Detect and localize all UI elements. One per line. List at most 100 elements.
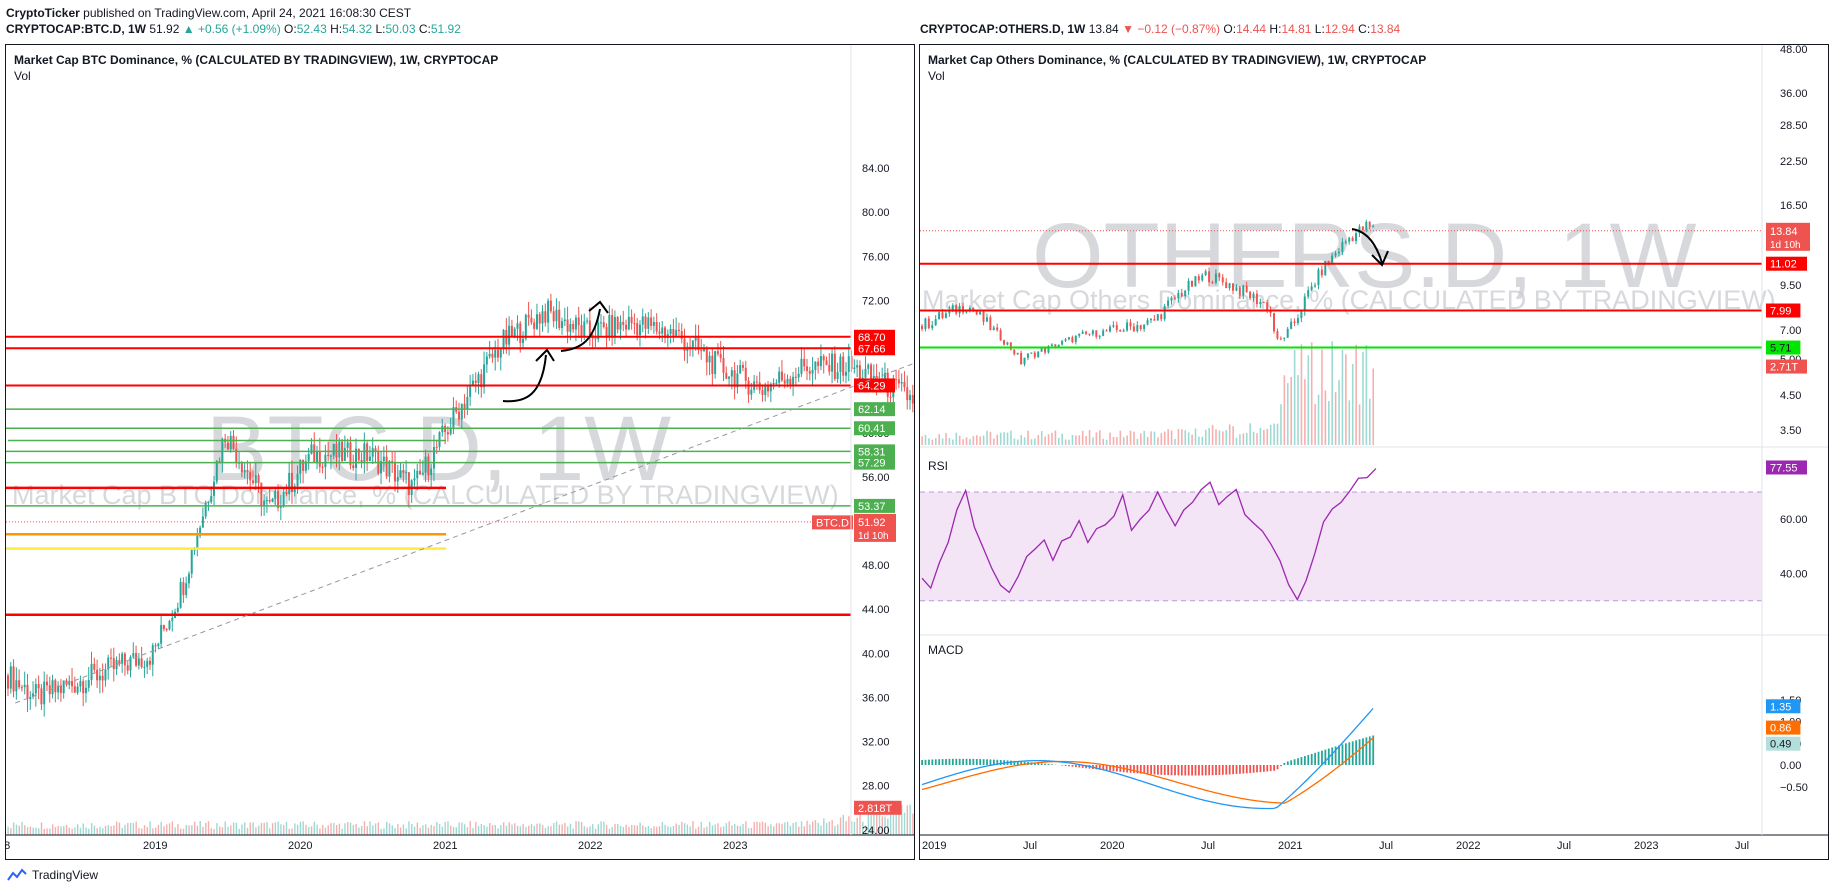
btc-volume-bar [589, 826, 591, 835]
author-name[interactable]: CryptoTicker [6, 6, 80, 20]
btc-volume-bar [277, 821, 279, 835]
others-candle-body [1108, 326, 1111, 332]
macd-histogram-bar [979, 759, 982, 765]
others-price-axis[interactable]: 48.0036.0028.5022.5016.5013.009.507.005.… [1780, 45, 1808, 794]
btc-volume-bar [466, 827, 469, 835]
btc-candle-body [132, 653, 135, 657]
btc-volume-bar [110, 826, 112, 835]
btc-candle-body [79, 681, 82, 687]
btc-volume-bar [575, 821, 577, 835]
btc-chart-canvas[interactable]: BTC.D, 1W Market Cap BTC Dominance, % (C… [6, 45, 914, 859]
btc-volume-bar [550, 826, 552, 835]
btc-candle-body [513, 328, 516, 338]
macd-histogram-bar [1037, 762, 1040, 765]
others-candle-body [1143, 324, 1146, 330]
btc-candle-body [62, 680, 65, 694]
btc-candle-body [296, 473, 299, 487]
others-candle-body [1269, 309, 1272, 314]
others-candle-body [996, 327, 999, 331]
btc-candle-body [719, 353, 722, 359]
btc-candle-body [780, 371, 783, 381]
macd-histogram-bar [1321, 750, 1323, 765]
btc-dominance-chart[interactable]: BTC.D, 1W Market Cap BTC Dominance, % (C… [5, 44, 915, 860]
btc-volume-bar [49, 828, 51, 835]
others-horizontal-levels[interactable] [920, 230, 1762, 349]
btc-candle-body [535, 314, 538, 329]
btc-time-axis[interactable]: 18 2019 2020 2021 2022 2023 [6, 834, 914, 852]
btc-candle-body [895, 379, 898, 381]
btc-volume-bar [308, 826, 310, 835]
macd-histogram-bar [1221, 765, 1224, 775]
btc-volume-bar [697, 826, 700, 835]
others-volume-bar [1232, 426, 1234, 445]
btc-volume-bar [210, 828, 213, 835]
btc-volume-bar [566, 826, 569, 835]
tradingview-footer[interactable]: TradingView [6, 868, 98, 882]
btc-candle-body [240, 462, 243, 473]
rsi-value-tag: 77.55 [1770, 462, 1798, 474]
btc-volume-bar [458, 822, 460, 835]
btc-volume-bar [63, 826, 65, 835]
btc-symbol-tag-bg [812, 515, 853, 530]
macd-histogram-bar [992, 759, 995, 765]
others-volume-bar [1228, 424, 1231, 445]
btc-candle-body [419, 470, 422, 475]
btc-candle-body [508, 325, 511, 345]
btc-candle-body [583, 321, 586, 337]
btc-candle-body [711, 355, 714, 375]
others-time-axis[interactable]: 2019 Jul 2020 Jul 2021 Jul 2022 Jul 2023 Jul [920, 834, 1828, 852]
btc-horizontal-levels[interactable] [6, 335, 851, 617]
btc-volume-bar [547, 826, 549, 835]
others-candle-body [1040, 348, 1043, 352]
btc-candle-body [313, 444, 316, 463]
others-volume-bar [1044, 436, 1046, 445]
btc-candle-body [897, 379, 900, 384]
btc-volume-bar [193, 821, 196, 835]
btc-volume-bar [892, 806, 895, 835]
btc-candle-body [210, 495, 213, 502]
others-dominance-chart[interactable]: OTHERS.D, 1W Market Cap Others Dominance… [919, 44, 1829, 860]
others-volume-bar [962, 439, 964, 445]
btc-candle-body [633, 323, 636, 325]
btc-candle-body [118, 660, 121, 664]
macd-histogram-bar [1225, 765, 1228, 775]
btc-y-tick: 48.00 [862, 560, 890, 572]
btc-candle-body [34, 684, 37, 694]
btc-volume-bar [452, 826, 455, 835]
others-chart-canvas[interactable]: OTHERS.D, 1W Market Cap Others Dominance… [920, 45, 1828, 859]
others-volume-bar [1348, 400, 1351, 445]
macd-histogram-bar [1286, 761, 1289, 765]
others-volume-bar [1013, 438, 1016, 445]
btc-candle-body [811, 370, 814, 374]
others-volume-bar [1095, 432, 1098, 445]
macd-line [921, 707, 1374, 810]
others-drawings[interactable] [1351, 228, 1389, 267]
btc-candle-body [772, 382, 775, 384]
btc-candle-body [199, 527, 202, 536]
btc-candle-body [246, 470, 249, 473]
others-volume-bar [955, 432, 958, 445]
others-volume-bar [1218, 430, 1221, 445]
others-candle-body [1197, 276, 1200, 281]
btc-candle-body [290, 472, 293, 492]
btc-volume-bar [809, 824, 811, 835]
others-candle-body [1331, 255, 1334, 264]
btc-candle-body [911, 394, 914, 404]
btc-volume-bar [775, 823, 778, 835]
rsi-pane[interactable] [920, 468, 1762, 602]
btc-volume-bar [706, 826, 708, 835]
macd-histogram-bar [941, 759, 944, 765]
others-volume-bar [1256, 433, 1258, 445]
left-change: +0.56 (+1.09%) [197, 22, 281, 36]
macd-histogram-bar [1334, 746, 1337, 765]
rsi-value-tag-bg [1766, 460, 1807, 475]
macd-histogram-bar [1139, 765, 1142, 774]
others-candle-body [1252, 293, 1255, 299]
btc-volume-bar [241, 824, 243, 835]
btc-volume-bar [475, 822, 477, 835]
btc-volume-bar [397, 824, 399, 835]
others-candle-body [1266, 302, 1269, 310]
macd-histogram-bar [1146, 765, 1149, 775]
macd-pane[interactable] [921, 707, 1375, 810]
btc-drawings[interactable] [502, 300, 609, 403]
